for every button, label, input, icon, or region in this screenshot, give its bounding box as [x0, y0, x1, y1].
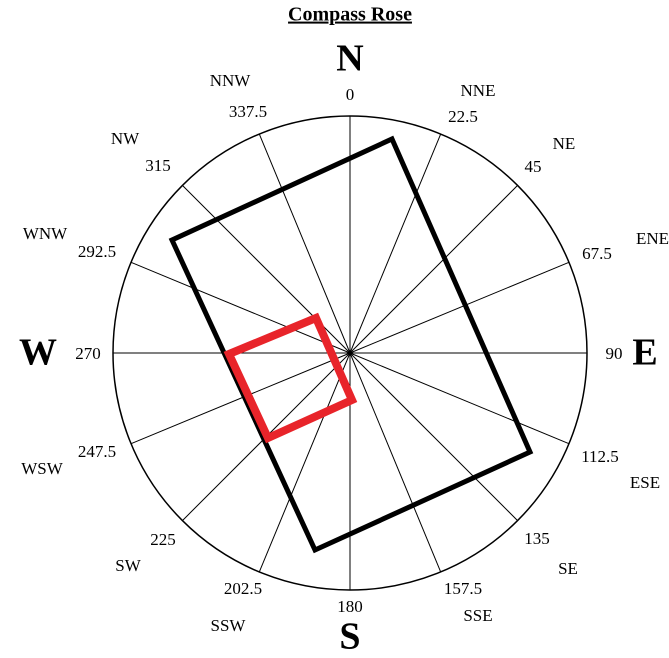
direction-label: SSE: [463, 606, 492, 625]
direction-label: WSW: [21, 459, 64, 478]
direction-label: ENE: [636, 229, 669, 248]
black-rectangle: [168, 135, 534, 554]
direction-label: NE: [553, 134, 576, 153]
spoke: [349, 133, 442, 354]
spoke: [130, 261, 351, 354]
cardinal-label: W: [19, 332, 57, 374]
degree-label: 270: [75, 344, 101, 363]
spoke: [258, 352, 351, 573]
spoke: [130, 352, 351, 445]
spoke: [349, 261, 570, 354]
spoke: [349, 352, 518, 521]
degree-label: 247.5: [78, 442, 116, 461]
degree-label: 112.5: [581, 447, 619, 466]
cardinal-label: N: [336, 38, 363, 80]
degree-label: 67.5: [582, 244, 612, 263]
direction-label: NNW: [210, 71, 252, 90]
direction-label: ESE: [630, 473, 660, 492]
spokes: [113, 116, 587, 590]
degree-label: 157.5: [444, 579, 482, 598]
direction-label: NW: [111, 129, 140, 148]
cardinal-label: E: [632, 332, 657, 374]
spoke: [182, 185, 351, 354]
spoke: [349, 352, 442, 573]
direction-label: SW: [115, 556, 141, 575]
red-rectangle: [223, 312, 358, 444]
degree-label: 225: [150, 530, 176, 549]
degree-label: 90: [606, 344, 623, 363]
degree-label: 292.5: [78, 242, 116, 261]
degree-label: 22.5: [448, 107, 478, 126]
degree-label: 180: [337, 597, 363, 616]
degree-label: 135: [524, 529, 550, 548]
direction-label: NNE: [461, 81, 496, 100]
degree-label: 337.5: [229, 102, 267, 121]
degree-label: 0: [346, 85, 355, 104]
cardinal-label: S: [339, 616, 360, 658]
title: Compass Rose: [288, 4, 412, 26]
direction-label: SSW: [211, 616, 247, 635]
direction-label: SE: [558, 559, 578, 578]
degree-label: 202.5: [224, 579, 262, 598]
direction-label: WNW: [23, 224, 68, 243]
degree-label: 315: [145, 156, 171, 175]
spoke: [349, 185, 518, 354]
spoke: [349, 352, 570, 445]
degree-label: 45: [525, 157, 542, 176]
spoke: [258, 133, 351, 354]
